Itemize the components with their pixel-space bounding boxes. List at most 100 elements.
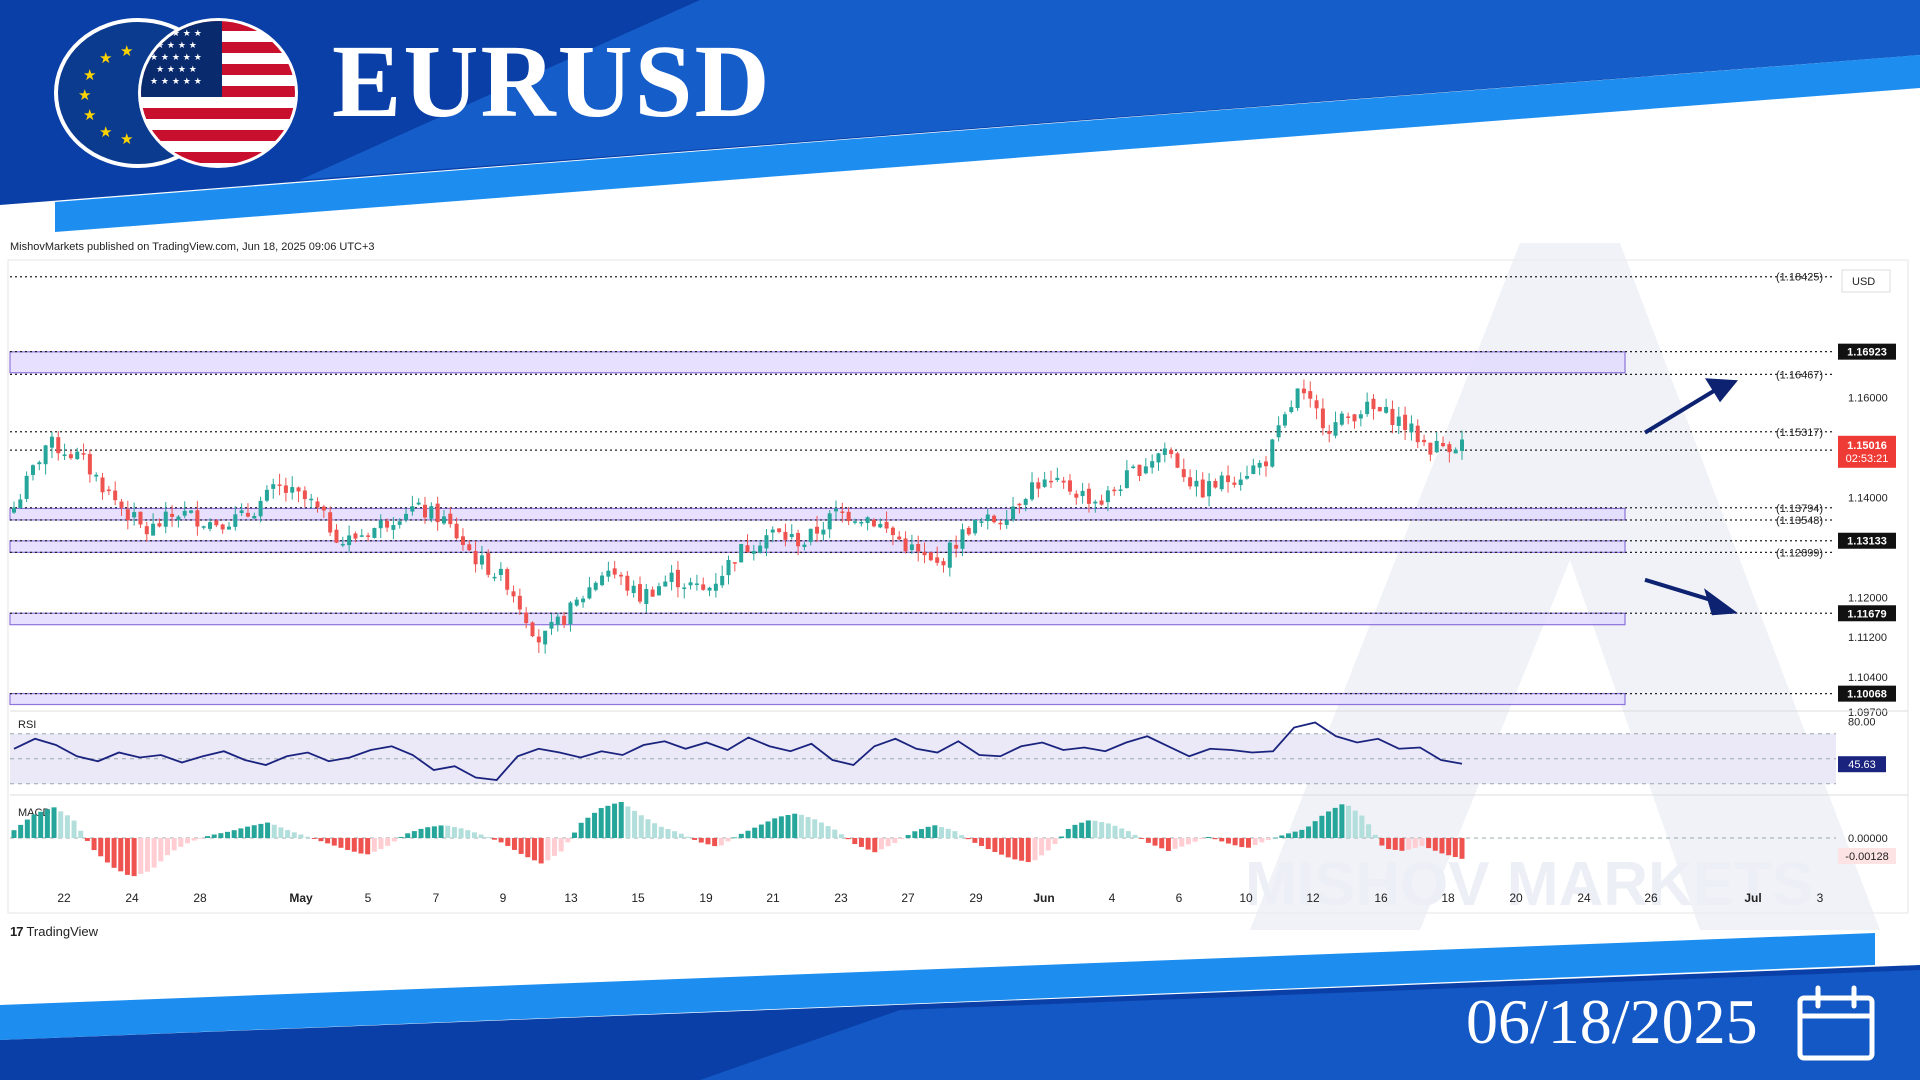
candle-body [1295,388,1300,409]
candle-body [68,454,73,459]
macd-bar [1286,833,1292,838]
macd-bar [632,810,638,838]
macd-bar [405,833,411,838]
macd-bar [178,838,184,847]
macd-bar [985,838,991,850]
candle-body [296,487,301,492]
macd-bar [44,809,50,838]
macd-bar [925,826,931,838]
macd-bar [285,830,291,838]
candle-body [75,451,80,460]
candle-body [416,502,421,505]
candle-body [922,552,927,556]
currency-label: USD [1852,276,1875,288]
candle-body [340,543,345,546]
svg-text:★ ★ ★ ★ ★: ★ ★ ★ ★ ★ [150,29,202,39]
candle-body [524,612,529,624]
svg-text:★: ★ [83,106,96,124]
candle-body [1434,440,1439,453]
macd-bar [1212,838,1218,840]
candle-body [954,544,959,549]
macd-bar [205,836,211,838]
macd-bar [932,825,938,838]
macd-bar [531,838,537,861]
y-tick-0: 1.16000 [1848,393,1888,405]
candle-body [302,490,307,500]
candle-body [840,511,845,513]
svg-text:★: ★ [120,42,133,60]
macd-bar [1185,838,1191,845]
boxed-level-label-0: 1.16923 [1847,347,1887,359]
candle-body [328,512,333,533]
macd-bar [158,838,164,862]
macd-bar [792,813,798,838]
candle-body [94,474,99,477]
arrow-down-head [1704,588,1738,616]
macd-bar [1092,820,1098,838]
x-tick-18: 12 [1306,891,1320,905]
candle-body [290,487,295,493]
macd-bar [1312,821,1318,838]
svg-text:★: ★ [120,130,133,148]
candle-body [460,536,465,545]
macd-bar [144,838,150,872]
bottom-banner-gradient [700,970,1920,1080]
candle-body [720,575,725,586]
candle-body [125,509,130,520]
candle-body [454,523,459,539]
macd-bar [445,825,451,838]
candle-body [878,523,883,528]
macd-bar [1232,838,1238,846]
candle-body [1447,444,1452,453]
macd-bar [1052,838,1058,845]
macd-bar [578,822,584,838]
candle-body [1276,425,1281,438]
macd-bar [979,838,985,846]
candle-body [593,582,598,590]
candle-body [600,575,605,586]
candle-body [1314,400,1319,409]
macd-bar [318,838,324,842]
candle-body [264,489,269,501]
macd-bar [1439,838,1445,854]
candle-body [707,587,712,591]
x-tick-11: 23 [834,891,848,905]
macd-bar [1366,824,1372,838]
candle-body [669,572,674,582]
candle-body [163,511,168,527]
macd-bar [1125,831,1131,838]
candle-body [1213,480,1218,488]
candle-body [985,514,990,522]
candle-body [998,522,1003,525]
candle-body [43,445,48,465]
arrow-down [1644,577,1716,604]
macd-bar [832,829,838,838]
zone-3 [9,612,1626,626]
macd-bar [1426,838,1432,849]
candle-body [1061,480,1066,483]
macd-bar [11,830,17,838]
svg-text:★ ★ ★ ★: ★ ★ ★ ★ [156,65,197,75]
candle-body [1067,480,1072,492]
candle-body [1156,453,1161,463]
level-label-3: (1.13794) [1776,503,1823,515]
candle-body [1352,414,1357,422]
macd-bar [525,838,531,858]
candle-body [903,538,908,552]
macd-bar [345,838,351,850]
watermark-logo [1250,243,1880,930]
y-tick-3: 1.11200 [1848,632,1887,644]
bottom-banner-dark [0,965,1920,1080]
candle-body [334,529,339,543]
watermark-text: MISHOV MARKETS [1245,850,1813,919]
candle-body [796,532,801,547]
macd-bar [945,828,951,838]
candle-body [195,510,200,527]
x-tick-13: 29 [969,891,983,905]
candle-body [1226,475,1231,483]
macd-bar [885,838,891,847]
candle-body [1396,416,1401,426]
candle-body [1200,479,1205,498]
macd-bar [104,838,110,863]
